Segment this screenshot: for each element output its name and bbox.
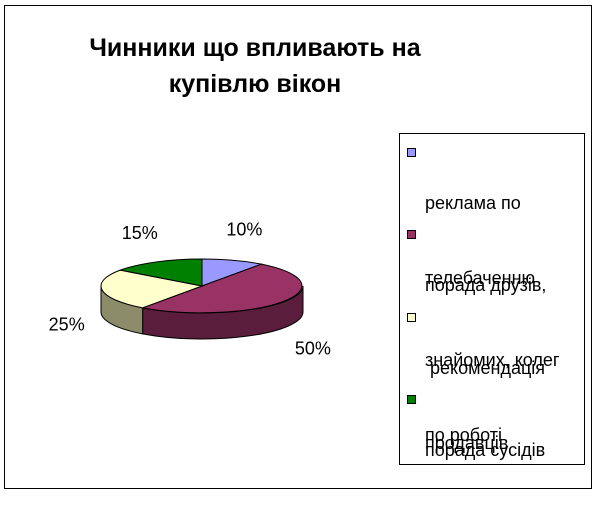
legend-label-tv-ads: реклама по телебаченню <box>425 141 581 341</box>
pie-slice-2 <box>100 269 204 309</box>
data-label-3: 15% <box>122 223 158 243</box>
data-label-1: 50% <box>295 338 331 358</box>
legend-swatch-seller-recommendation <box>407 313 416 322</box>
pie-slice-1 <box>140 263 303 314</box>
chart-title-line-1: Чинники що впливають на <box>89 34 421 62</box>
legend-swatch-friends-advice <box>407 230 416 239</box>
legend-label-neighbors-advice: порада сусідів <box>425 388 581 513</box>
legend-label-tv-ads-line-1: реклама по <box>425 193 521 213</box>
pie-chart: 10% 50% 25% 15% <box>49 220 331 359</box>
data-label-0: 10% <box>226 220 262 240</box>
legend-label-friends-advice-line-1: порада друзів, <box>425 275 547 295</box>
legend-label-seller-recommendation-line-1: рекомендація <box>425 358 546 378</box>
legend-label-seller-recommendation-line-2: продавців <box>425 433 509 453</box>
chart-title-line-2: купівлю вікон <box>168 70 342 98</box>
legend-label-friends-advice: порада друзів, знайомих, колег по роботі <box>425 223 581 498</box>
chart-title: Чинники що впливають на купівлю вікон <box>65 30 445 102</box>
data-label-2: 25% <box>49 315 85 335</box>
legend-label-friends-advice-line-2: знайомих, колег <box>425 350 560 370</box>
legend-label-neighbors-advice-line-1: порада сусідів <box>425 440 546 460</box>
pie-slice-3 <box>118 258 203 287</box>
legend-label-friends-advice-line-3: по роботі <box>425 425 502 445</box>
legend: реклама по телебаченню порада друзів, зн… <box>399 133 585 465</box>
legend-swatch-neighbors-advice <box>407 395 416 404</box>
legend-label-tv-ads-line-2: телебаченню <box>425 268 536 288</box>
legend-swatch-tv-ads <box>407 148 416 157</box>
legend-label-seller-recommendation: рекомендація продавців <box>425 306 581 506</box>
